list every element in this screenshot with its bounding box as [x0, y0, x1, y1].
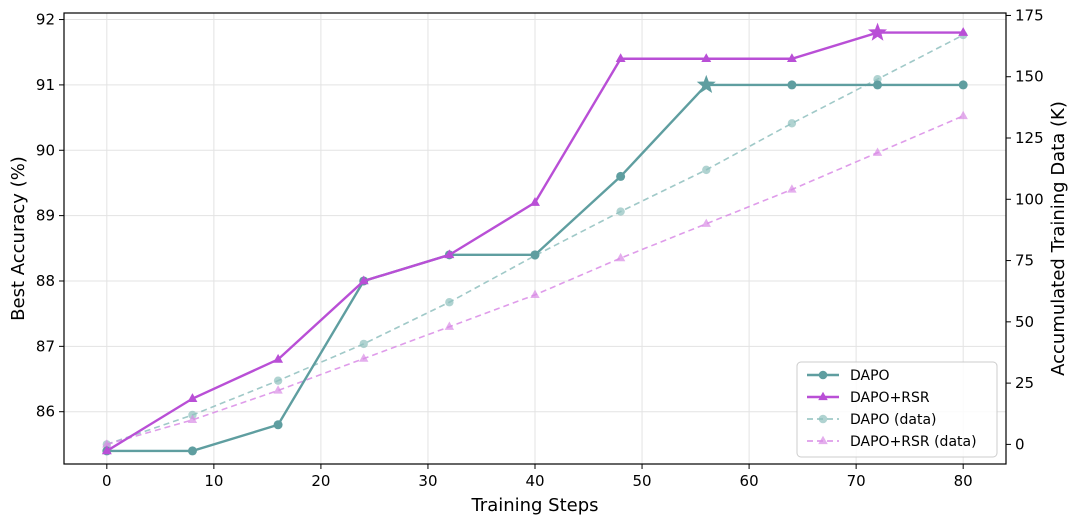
data-point: [873, 80, 883, 90]
legend-label: DAPO+RSR (data): [850, 434, 977, 450]
legend-box: [796, 361, 998, 458]
x-tick-label: 60: [740, 472, 759, 490]
y2-tick-label: 75: [1015, 252, 1034, 270]
legend-item: DAPO (data): [807, 412, 936, 428]
data-point: [701, 218, 711, 227]
legend: DAPO DAPO+RSR DAPO (data) DAPO+RSR (data): [796, 361, 998, 458]
y2-tick-label: 150: [1015, 68, 1044, 86]
legend-label: DAPO: [850, 368, 890, 384]
data-point: [787, 119, 797, 128]
y2-tick-label: 50: [1015, 313, 1034, 331]
x-tick-label: 80: [954, 472, 973, 490]
data-point: [786, 53, 797, 63]
data-point: [616, 207, 625, 216]
legend-marker: [818, 370, 828, 380]
best-point-star: [868, 22, 888, 41]
data-point: [101, 445, 112, 455]
y-tick-label: 92: [36, 11, 55, 29]
y2-tick-label: 0: [1015, 435, 1025, 453]
series-dapo-rsr: [101, 22, 969, 455]
data-point: [958, 80, 968, 90]
data-point: [187, 446, 197, 456]
data-point: [273, 420, 283, 430]
y2-tick-label: 25: [1015, 374, 1034, 392]
x-tick-label: 20: [311, 472, 330, 490]
x-tick-label: 50: [632, 472, 651, 490]
y2-axis-title: Accumulated Training Data (K): [1048, 101, 1069, 376]
x-tick-label: 10: [204, 472, 223, 490]
data-point: [701, 53, 712, 63]
y-axis-title: Best Accuracy (%): [8, 156, 29, 321]
y-tick-label: 88: [36, 272, 55, 290]
data-point: [787, 80, 797, 90]
legend-marker: [818, 414, 828, 424]
data-point: [445, 298, 454, 307]
data-point: [187, 393, 198, 402]
y-tick-label: 87: [36, 337, 55, 355]
data-point: [273, 376, 283, 385]
series-dapo: [102, 74, 968, 456]
legend-label: DAPO+RSR: [850, 390, 930, 406]
data-point: [358, 275, 369, 285]
legend-marker: [818, 391, 828, 401]
data-point: [958, 27, 969, 36]
data-point: [958, 110, 968, 120]
y-tick-label: 90: [36, 141, 55, 159]
x-tick-label: 0: [102, 472, 112, 490]
data-point: [102, 439, 112, 448]
data-point: [616, 171, 626, 181]
axis-ticks: 0 10 20 30 40 50 60 70 80 86 87 88 89 90 91 92 0 25 50 75 10…: [36, 6, 1044, 490]
data-point: [444, 249, 455, 259]
data-point: [615, 252, 626, 262]
y2-tick-label: 100: [1015, 190, 1044, 208]
x-tick-label: 70: [847, 472, 866, 490]
data-point: [187, 414, 198, 424]
data-point: [273, 385, 283, 394]
data-point: [615, 53, 626, 63]
series-layer: [101, 22, 969, 456]
y-tick-label: 86: [36, 403, 55, 421]
legend-item: DAPO+RSR (data): [807, 434, 977, 450]
x-tick-label: 40: [525, 472, 544, 490]
y2-tick-label: 125: [1015, 129, 1044, 147]
legend-item: DAPO+RSR: [807, 390, 930, 406]
series-line: [106, 34, 964, 446]
best-point-star: [696, 74, 716, 93]
x-axis-title: Training Steps: [470, 495, 598, 516]
data-point: [530, 197, 540, 206]
y-tick-label: 91: [36, 76, 55, 94]
data-point: [359, 353, 369, 362]
data-point: [787, 184, 797, 193]
legend-item: DAPO: [807, 368, 890, 384]
y2-tick-label: 175: [1015, 6, 1044, 24]
data-point: [530, 250, 540, 260]
y-tick-label: 89: [36, 207, 55, 225]
data-point: [359, 339, 368, 349]
legend-label: DAPO (data): [850, 412, 936, 428]
data-point: [872, 147, 883, 156]
data-point: [273, 353, 284, 363]
data-point: [530, 289, 540, 298]
series-dapo-rsr-data: [102, 110, 968, 448]
legend-marker: [818, 435, 828, 445]
data-point: [702, 165, 711, 175]
x-tick-label: 30: [418, 472, 437, 490]
data-point: [444, 321, 455, 330]
